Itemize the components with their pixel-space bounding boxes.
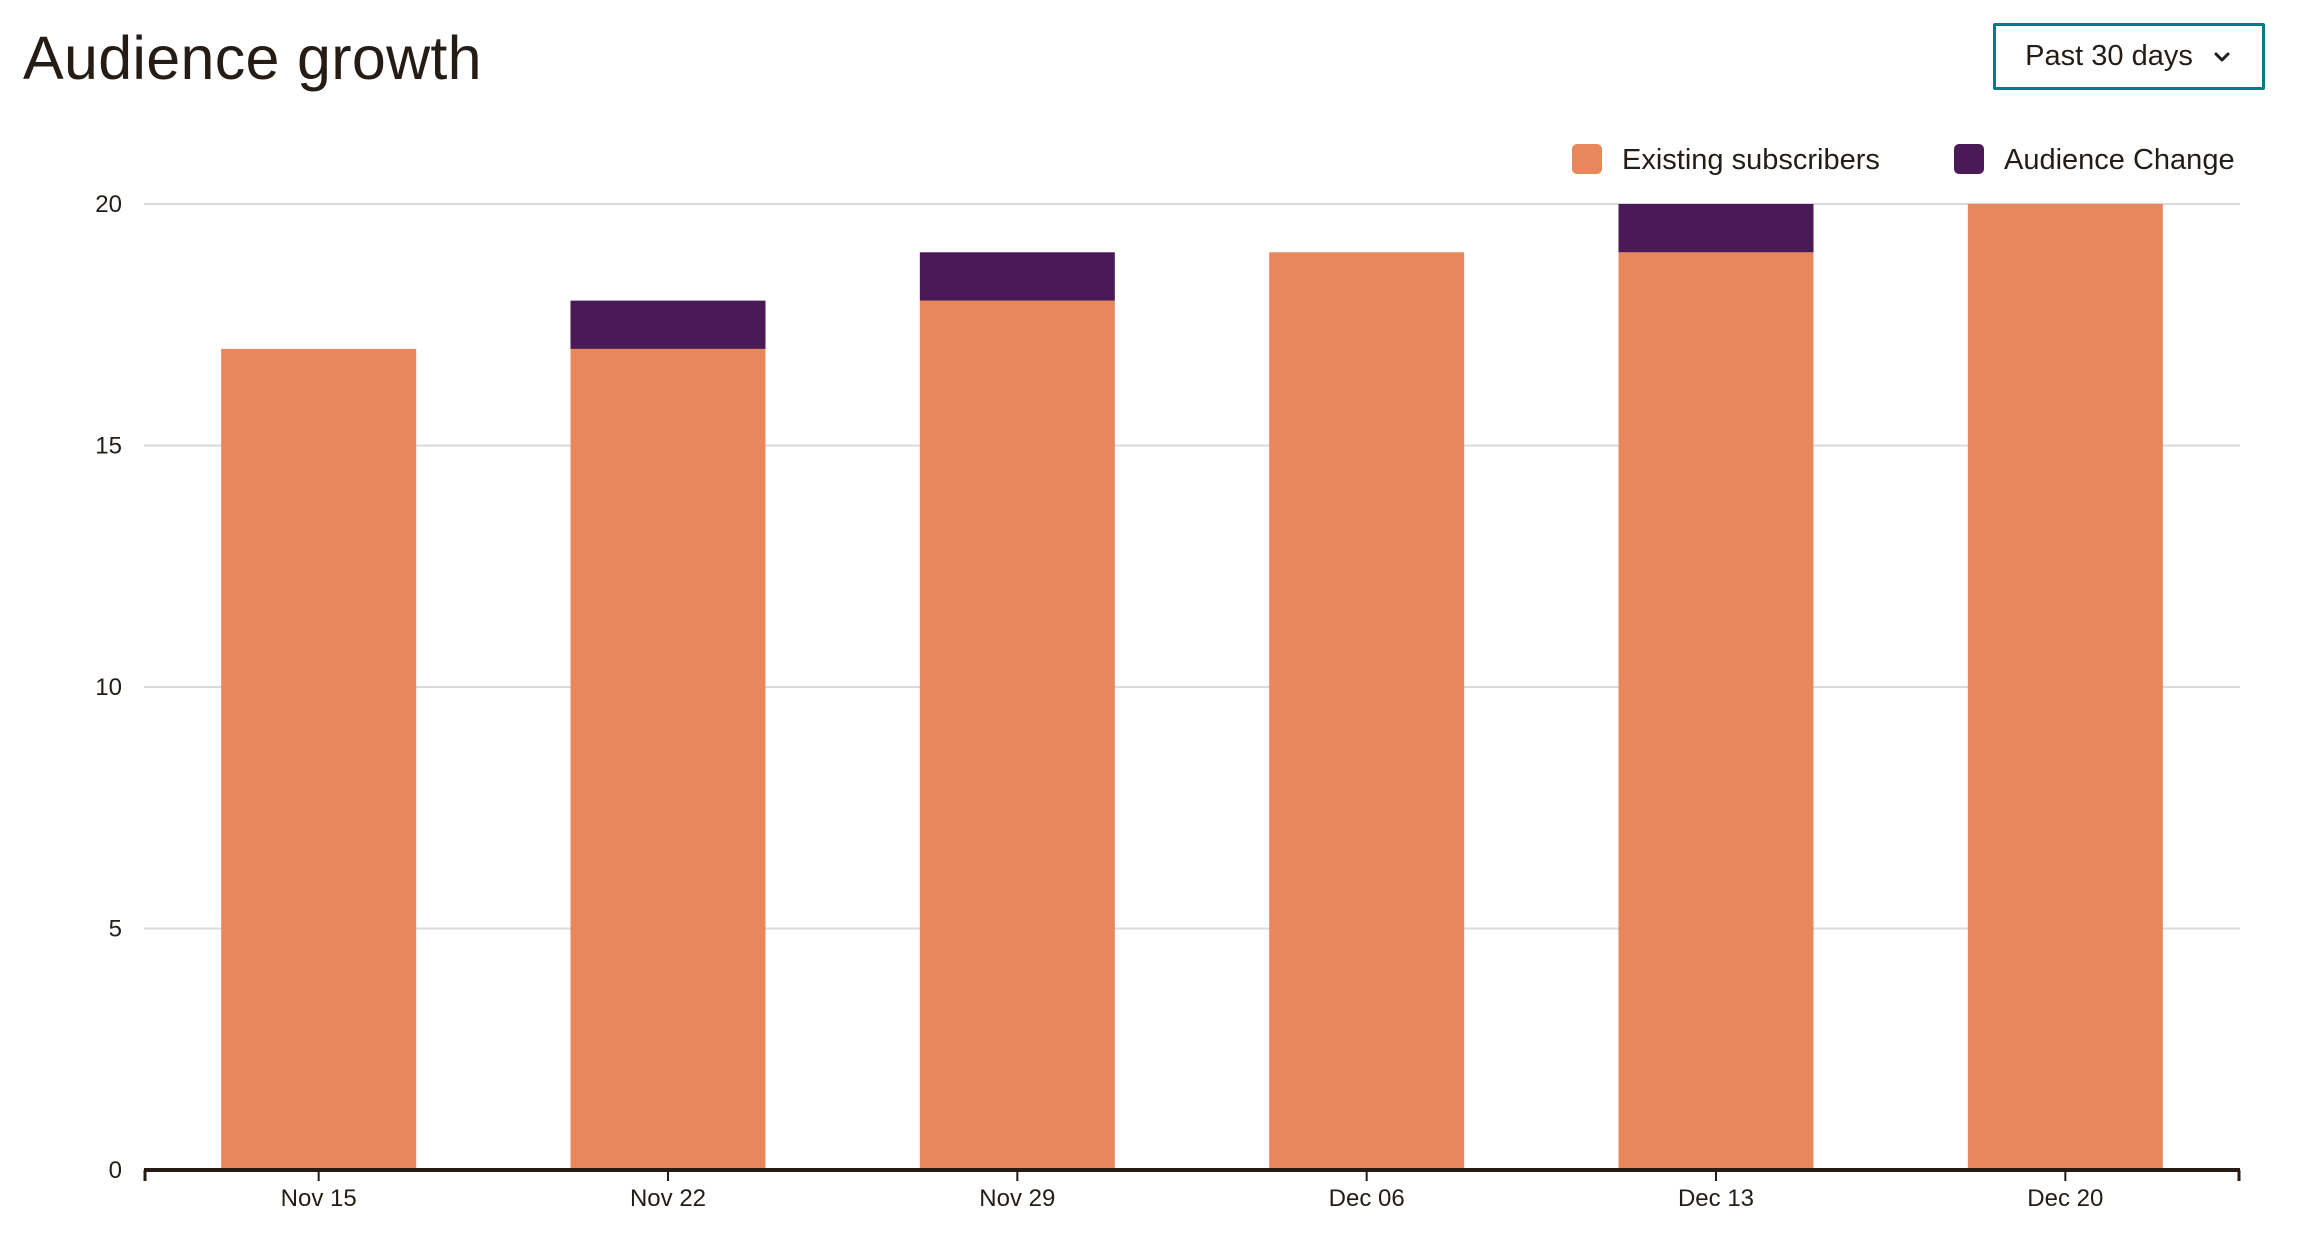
chevron-down-icon: [2214, 52, 2230, 61]
bar-existing-subscribers[interactable]: [570, 348, 766, 1170]
x-axis-ticks: Nov 15 Nov 22 Nov 29 Dec 06 Dec 13 Dec 20: [281, 1170, 2103, 1212]
legend-existing-subscribers-label[interactable]: Existing subscribers: [1622, 144, 1880, 176]
bar-existing-subscribers[interactable]: [221, 348, 417, 1170]
gridlines: [144, 203, 2240, 930]
bar-existing-subscribers[interactable]: [1269, 252, 1465, 1171]
legend-existing-subscribers-swatch: [1572, 144, 1602, 174]
legend-audience-change-swatch: [1954, 144, 1984, 174]
x-tick-label: Nov 22: [630, 1185, 706, 1212]
x-tick-label: Nov 29: [979, 1185, 1055, 1212]
bar-existing-subscribers[interactable]: [919, 300, 1115, 1171]
bar-audience-change[interactable]: [1618, 204, 1814, 253]
bar-audience-change[interactable]: [570, 300, 766, 349]
bars: [221, 204, 2163, 1171]
y-tick-label: 15: [95, 433, 122, 460]
x-axis: [143, 1168, 2241, 1181]
legend: Existing subscribers Audience Change: [1572, 144, 2235, 176]
bar-existing-subscribers[interactable]: [1618, 252, 1814, 1171]
y-tick-label: 5: [109, 916, 122, 943]
page-title: Audience growth: [23, 24, 482, 92]
y-tick-label: 10: [95, 674, 122, 701]
y-tick-label: 0: [109, 1157, 122, 1184]
bar-existing-subscribers[interactable]: [1967, 204, 2163, 1170]
date-range-label: Past 30 days: [2025, 40, 2193, 72]
y-axis-ticks: 0 5 10 15 20: [95, 191, 122, 1184]
date-range-dropdown[interactable]: Past 30 days: [1993, 23, 2265, 90]
x-tick-label: Dec 13: [1678, 1185, 1754, 1212]
y-tick-label: 20: [95, 191, 122, 218]
bar-audience-change[interactable]: [919, 252, 1115, 301]
x-tick-label: Dec 06: [1329, 1185, 1405, 1212]
legend-audience-change-label[interactable]: Audience Change: [2004, 144, 2235, 176]
x-tick-label: Dec 20: [2027, 1185, 2103, 1212]
x-tick-label: Nov 15: [281, 1185, 357, 1212]
